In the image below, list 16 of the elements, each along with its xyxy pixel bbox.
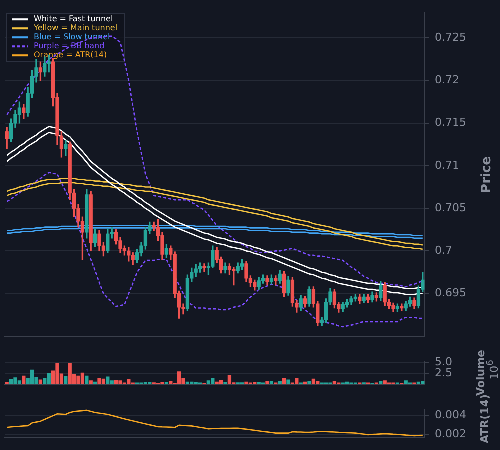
y-tick-label: 0.71	[435, 158, 460, 172]
y-tick-label: 0.72	[435, 74, 460, 87]
y-tick-label: 0.7	[435, 244, 452, 258]
y-tick-label: 0.725	[435, 31, 466, 44]
y-axis-title: Volume	[474, 350, 488, 396]
y-tick-label: 0.002	[435, 427, 466, 440]
legend-label: Yellow = Main tunnel	[33, 24, 118, 33]
y-tick-label: 5.0	[435, 356, 452, 369]
y-tick-label: 0.004	[435, 408, 466, 422]
y-tick-label: 0.705	[435, 201, 466, 214]
legend-label: White = Fast tunnel	[34, 14, 114, 24]
y-tick-label: 0.715	[435, 116, 466, 130]
y-axis-title: Price	[480, 156, 494, 193]
y-tick-label: 0.695	[435, 286, 466, 300]
y-tick-label: 2.5	[435, 366, 452, 380]
y-axis-title: ATR(14)	[478, 394, 492, 443]
